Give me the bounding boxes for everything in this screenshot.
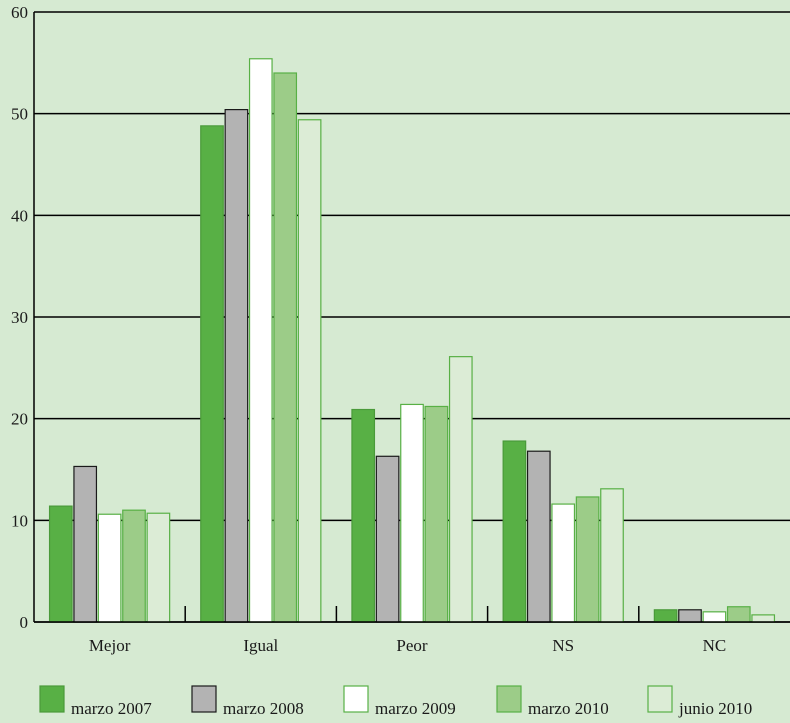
legend-swatch [647,685,673,713]
x-tick-label: NC [703,636,727,655]
y-tick-label: 30 [11,308,28,327]
legend-label: junio 2010 [678,699,752,718]
bar [526,450,551,623]
y-tick-label: 10 [11,511,28,530]
bar [224,108,249,623]
x-tick-label: Mejor [89,636,131,655]
x-tick-label: Igual [243,636,278,655]
legend-swatch [343,685,369,713]
bar [502,440,527,623]
y-tick-label: 50 [11,105,28,124]
y-tick-label: 40 [11,206,28,225]
bar [273,72,298,623]
bar [424,405,449,623]
bar [248,58,273,623]
legend-label: marzo 2010 [528,699,609,718]
bar [702,611,727,623]
bar [551,503,576,623]
legend-swatch [496,685,522,713]
bar [726,606,751,623]
bar [200,125,224,623]
bar [400,403,424,623]
legend-label: marzo 2008 [223,699,304,718]
bar [146,512,171,623]
bar [375,455,400,623]
bar [751,614,776,623]
axis-layer: 0 10 20 30 40 50 60 Mejor Igual Peor NS NC [11,3,790,655]
bar [48,505,73,623]
bar [73,465,98,623]
legend: marzo 2007 marzo 2008 marzo 2009 marzo 2010… [39,685,752,718]
legend-label: marzo 2007 [71,699,152,718]
x-tick-label: NS [552,636,574,655]
bar [678,609,702,623]
bar [448,356,473,623]
bar [122,509,146,623]
bar [653,609,678,623]
y-tick-label: 20 [11,410,28,429]
y-tick-label: 0 [20,613,29,632]
bar [97,513,122,623]
legend-label: marzo 2009 [375,699,456,718]
y-tick-label: 60 [11,3,28,22]
legend-swatch [191,685,217,713]
bar [575,496,600,623]
bars-layer [48,58,776,623]
legend-swatch [39,685,65,713]
bar [600,488,624,623]
bar [297,119,322,623]
x-tick-label: Peor [396,636,428,655]
bar [351,408,376,623]
